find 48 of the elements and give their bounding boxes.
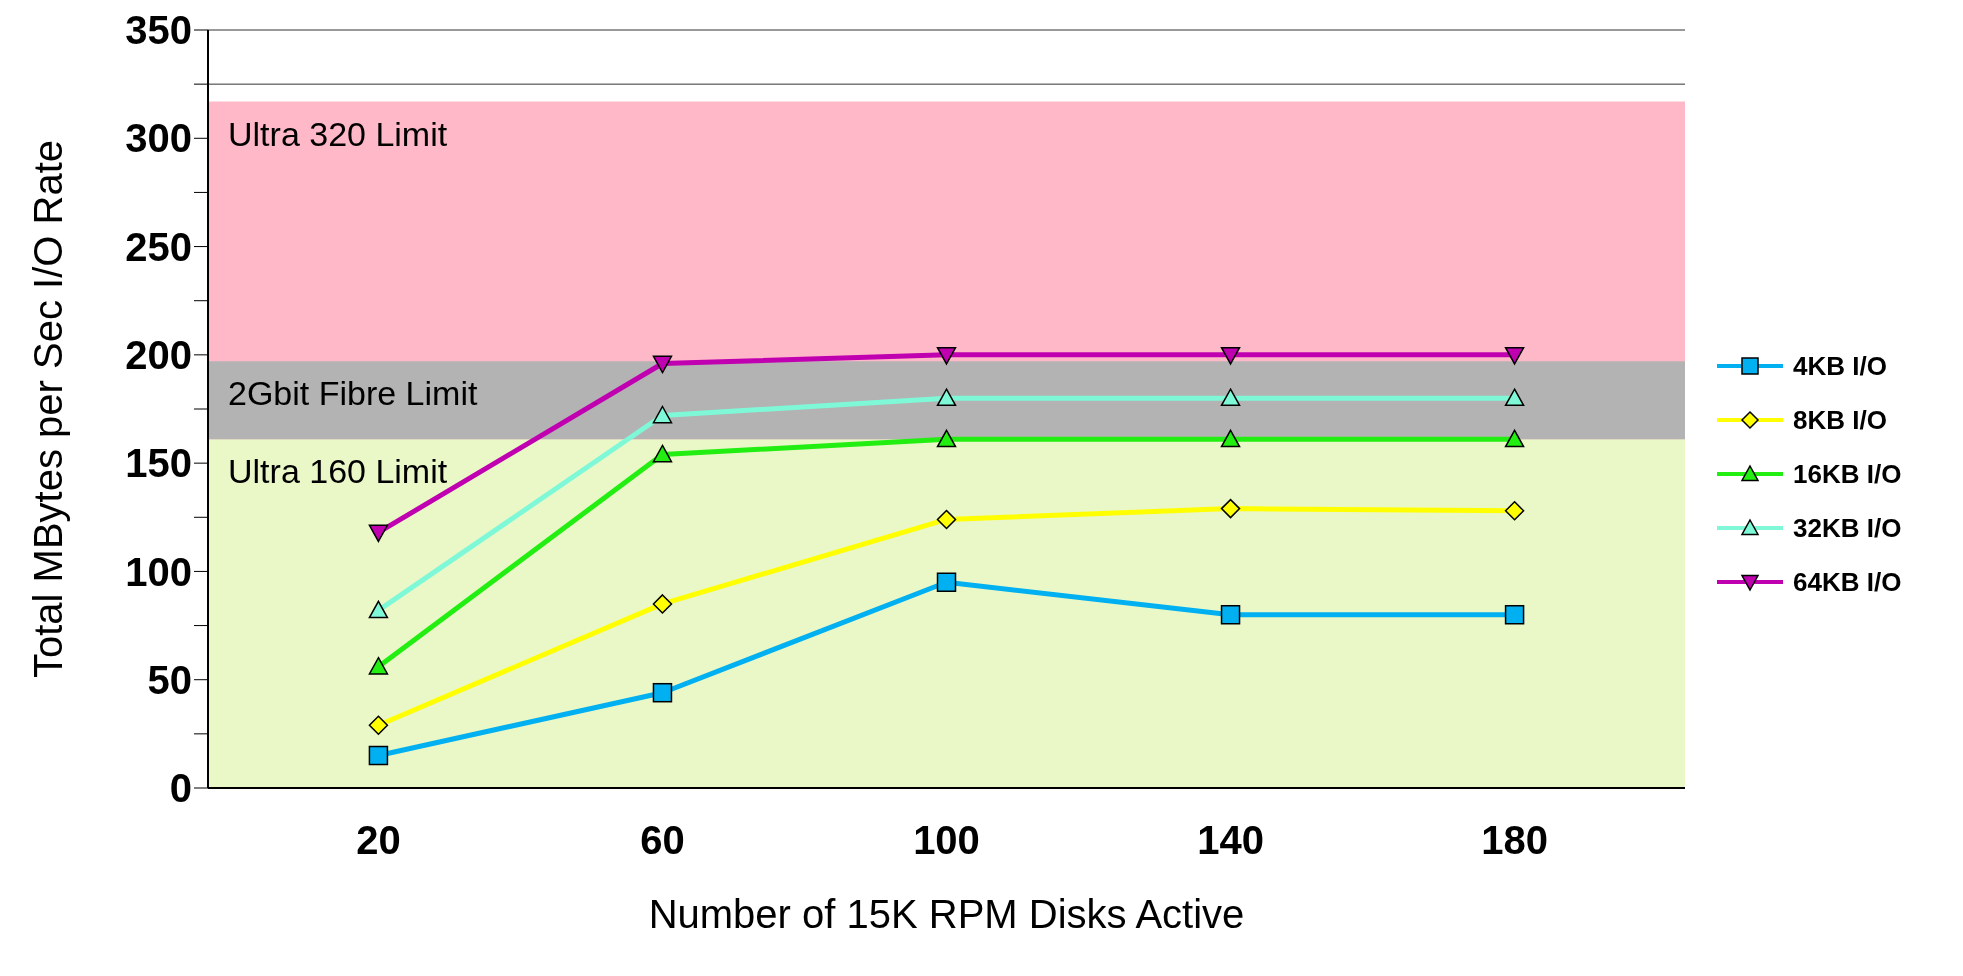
- x-tick-label: 60: [640, 818, 685, 863]
- point: [1504, 604, 1525, 625]
- legend-label: 8KB I/O: [1793, 405, 1887, 435]
- point: [652, 594, 673, 614]
- band-label: 2Gbit Fibre Limit: [228, 374, 478, 413]
- point: [652, 355, 673, 374]
- y-tick-label: 0: [169, 766, 192, 811]
- point: [368, 524, 389, 543]
- x-tick-label: 100: [913, 818, 980, 863]
- point: [368, 656, 389, 675]
- point: [1504, 346, 1525, 365]
- point: [1220, 498, 1241, 519]
- point: [368, 600, 389, 619]
- y-tick-label: 150: [125, 441, 192, 486]
- legend-label: 32KB I/O: [1793, 513, 1902, 543]
- y-tick-label: 300: [125, 116, 192, 161]
- point: [652, 444, 673, 463]
- point: [1504, 388, 1525, 407]
- point: [936, 346, 957, 365]
- band-label: Ultra 160 Limit: [228, 452, 448, 491]
- legend-label: 64KB I/O: [1793, 567, 1902, 597]
- x-tick-label: 20: [356, 818, 401, 863]
- x-axis-title: Number of 15K RPM Disks Active: [648, 892, 1245, 936]
- y-tick-label: 100: [125, 549, 192, 594]
- point: [1220, 604, 1241, 625]
- point: [368, 715, 389, 735]
- y-tick-label: 200: [125, 333, 192, 378]
- point: [936, 429, 957, 448]
- y-tick-label: 250: [125, 224, 192, 269]
- point: [936, 509, 957, 530]
- point: [1504, 501, 1525, 521]
- legend-label: 4KB I/O: [1793, 351, 1887, 381]
- point: [1220, 388, 1241, 407]
- point: [652, 682, 673, 703]
- x-tick-label: 140: [1197, 818, 1264, 863]
- point: [936, 388, 957, 407]
- legend-label: 16KB I/O: [1793, 459, 1902, 489]
- x-tick-label: 180: [1481, 818, 1548, 863]
- y-tick-label: 350: [125, 8, 192, 53]
- point: [936, 572, 957, 593]
- y-axis-title: Total MBytes per Sec I/O Rate: [26, 140, 71, 678]
- point: [1220, 429, 1241, 448]
- point: [368, 745, 389, 766]
- point: [1504, 429, 1525, 448]
- y-tick-label: 50: [147, 657, 192, 702]
- band-label: Ultra 320 Limit: [228, 114, 448, 153]
- point: [1220, 346, 1241, 365]
- point: [652, 405, 673, 424]
